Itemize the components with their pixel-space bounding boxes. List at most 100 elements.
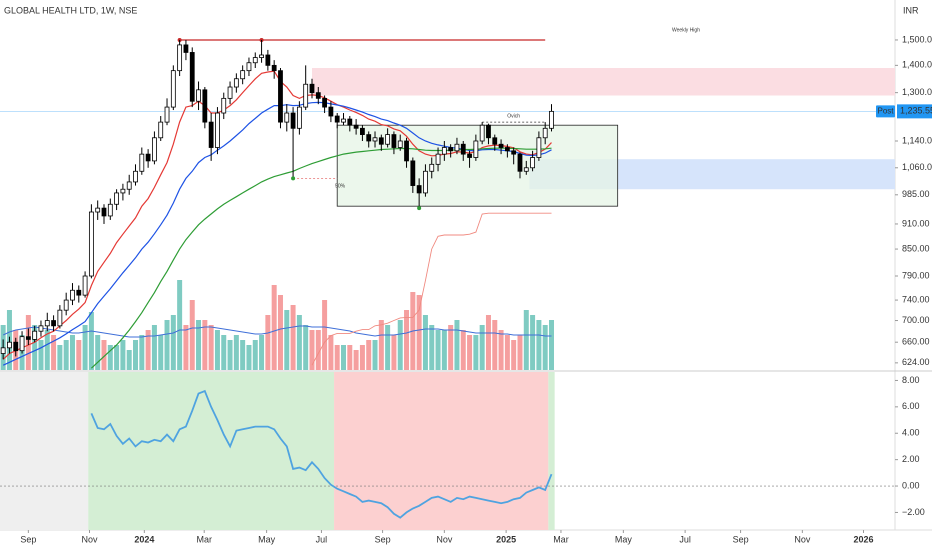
volume-bar [133, 340, 139, 370]
candle-body [504, 147, 510, 152]
candle-body [492, 137, 498, 145]
candle-body [498, 143, 504, 148]
candle-body [44, 320, 50, 327]
volume-bar [448, 325, 454, 370]
volume-bar [120, 340, 126, 370]
volume-bar [341, 345, 347, 370]
candle-body [170, 70, 176, 108]
plot: 1,500.00 1,400.00 1,300.00 1,140.00 1,060.00… [0, 27, 932, 544]
candle-body [158, 121, 164, 139]
volume-bar [177, 280, 183, 370]
candle-body [51, 320, 56, 327]
volume-bar [416, 295, 422, 370]
candle-body [378, 137, 384, 145]
volume-bar [511, 340, 517, 370]
volume-bar [63, 340, 69, 370]
candle-body [341, 118, 346, 123]
x-tick-label: Sep [20, 534, 36, 544]
volume-bar [441, 330, 447, 370]
volume-average [2, 325, 552, 338]
y-tick-label: 8.00 [902, 375, 920, 385]
candle-body [114, 192, 120, 205]
price-label: 1,235.55 [900, 106, 932, 116]
y-tick-label: 740.00 [902, 294, 930, 304]
candle-body [7, 341, 12, 349]
volume-bar [435, 330, 441, 370]
volume-bar [139, 335, 145, 370]
candle-body [0, 347, 6, 354]
x-tick-label: Jul [679, 534, 691, 544]
candle-body [517, 153, 523, 172]
x-tick-label: Nov [436, 534, 453, 544]
candle-body [63, 299, 69, 311]
candle-body [208, 121, 214, 148]
candle-body [145, 153, 151, 162]
volume-bar [404, 310, 410, 370]
candle-body [196, 89, 201, 102]
volume-bar [542, 325, 548, 370]
candle-body [511, 150, 517, 155]
candle-body [82, 275, 88, 296]
candle-body [57, 309, 63, 327]
y-tick-label: 1,060.00 [902, 162, 932, 172]
candle-body [246, 62, 252, 72]
candle-body [410, 160, 416, 186]
x-tick-label: Nov [81, 534, 98, 544]
volume-bar [296, 315, 302, 370]
regime-region [88, 372, 335, 530]
x-tick-label: 2024 [134, 534, 154, 544]
candle-body [473, 140, 479, 158]
volume-bar [517, 335, 523, 370]
x-tick-label: 2025 [496, 534, 516, 544]
y-tick-label: 700.00 [902, 315, 930, 325]
volume-bar [208, 325, 214, 370]
candle-body [107, 203, 113, 217]
price-tag: Post [877, 106, 894, 115]
volume-bar [170, 315, 176, 370]
dashed-label: 50% [335, 184, 346, 190]
volume-bar [397, 320, 403, 370]
candle-body [530, 157, 535, 169]
candle-body [202, 89, 208, 123]
volume-bar [378, 320, 384, 370]
volume-bar [309, 330, 315, 370]
y-tick-label: 624.00 [902, 357, 930, 367]
candle-body [435, 153, 441, 165]
volume-bar [391, 335, 397, 370]
candle-body [372, 137, 378, 142]
moving-average [2, 101, 552, 366]
candle-body [38, 325, 44, 332]
volume-bar [467, 335, 473, 370]
dashed-label: Ovich [507, 113, 520, 119]
volume-bar [504, 335, 510, 370]
candle-body [139, 153, 145, 172]
x-tick-label: May [615, 534, 633, 544]
volume-bar [107, 345, 113, 370]
pivot-dot [291, 176, 296, 181]
candle-body [13, 341, 19, 352]
volume-bar [101, 340, 107, 370]
moving-average [311, 212, 552, 366]
volume-bar [284, 310, 290, 370]
candle-body [221, 97, 227, 114]
candle-body [95, 207, 101, 213]
candle-body [284, 112, 290, 123]
y-tick-label: −2.00 [902, 507, 925, 517]
y-tick-label: 1,300.00 [902, 87, 932, 97]
volume-bar [523, 310, 529, 370]
candle-body [448, 147, 454, 152]
x-tick-label: Jul [316, 534, 328, 544]
volume-bar [82, 325, 88, 370]
price-label-box [897, 104, 932, 119]
candle-body [120, 188, 126, 194]
volume-bar [69, 335, 75, 370]
candle-body [233, 78, 239, 88]
volume-bar [183, 325, 189, 370]
volume-bar [95, 335, 101, 370]
volume-bar [51, 335, 57, 370]
candle-body [315, 92, 321, 99]
candle-body [76, 289, 82, 296]
volume-bar [271, 285, 277, 370]
range-box [336, 124, 619, 207]
candle-body [101, 207, 107, 217]
